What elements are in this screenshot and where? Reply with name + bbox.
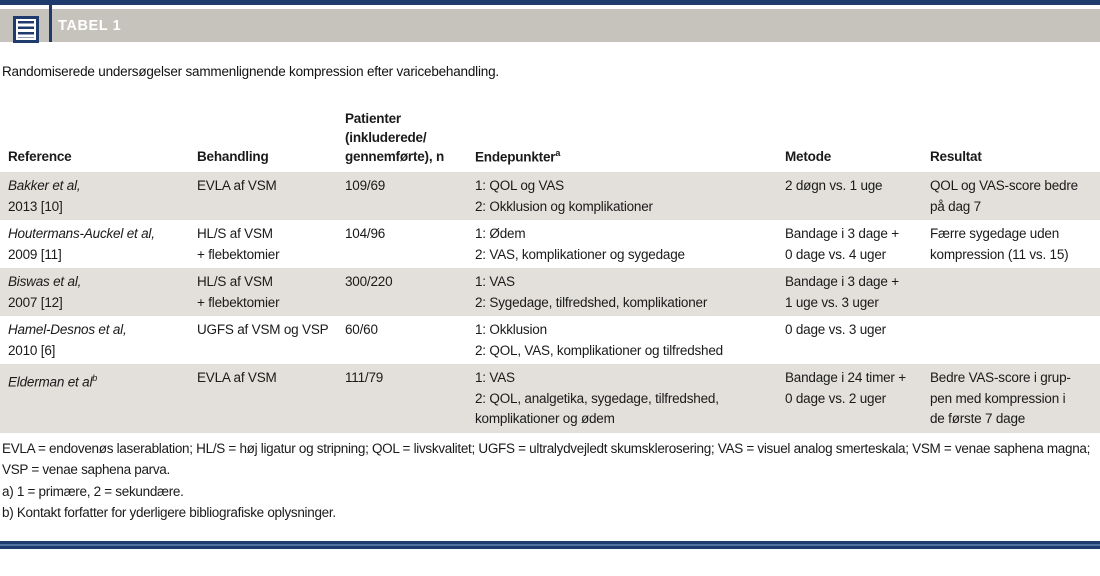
- col-header-reference: Reference: [8, 149, 72, 164]
- cell-reference: Hamel-Desnos et al, 2010 [6]: [8, 322, 127, 358]
- cell-metode: 2 døgn vs. 1 uge: [785, 178, 883, 193]
- cell-endepunkter: 1: Ødem 2: VAS, komplikationer og sygedag…: [475, 226, 685, 262]
- cell-resultat: QOL og VAS-score bedre på dag 7: [930, 178, 1078, 214]
- col-header-endepunkter-sup: a: [555, 147, 561, 158]
- cell-patienter: 104/96: [345, 226, 386, 241]
- cell-patienter: 109/69: [345, 178, 386, 193]
- table-masthead: TABEL 1: [0, 0, 1100, 43]
- footnotes: EVLA = endovenøs laserablation; HL/S = h…: [2, 438, 1100, 524]
- table-icon: [13, 16, 39, 43]
- cell-reference: Elderman et alb: [8, 373, 98, 390]
- top-rule: [0, 0, 1100, 5]
- cell-endepunkter: 1: QOL og VAS 2: Okklusion og komplikatio…: [475, 178, 653, 214]
- footnote-abbreviations: EVLA = endovenøs laserablation; HL/S = h…: [2, 440, 1091, 478]
- footnote-b: b) Kontakt forfatter for yderligere bibl…: [2, 505, 336, 520]
- cell-behandling: EVLA af VSM: [197, 370, 277, 385]
- col-header-patienter-line: (inkluderede/: [345, 130, 427, 145]
- cell-resultat: [930, 272, 1100, 313]
- cell-endepunkter: 1: VAS 2: Sygedage, tilfredshed, komplika…: [475, 274, 708, 310]
- col-header-patienter-line: Patienter: [345, 111, 401, 126]
- cell-metode: Bandage i 3 dage +1 uge vs. 3 uger: [785, 274, 899, 310]
- cell-reference: Houtermans-Auckel et al, 2009 [11]: [8, 226, 155, 262]
- title-bar-separator: [49, 0, 52, 42]
- cell-reference: Bakker et al, 2013 [10]: [8, 178, 81, 214]
- table-title-bar: TABEL 1: [0, 9, 1100, 42]
- col-header-metode: Metode: [785, 149, 832, 164]
- table-row: Bakker et al, 2013 [10] EVLA af VSM 109/6…: [0, 172, 1100, 220]
- table-label: TABEL 1: [58, 17, 122, 34]
- footnote-a: a) 1 = primære, 2 = sekundære.: [2, 483, 184, 499]
- col-header-patienter: Patienter (inkluderede/ gennemførte), n: [345, 109, 475, 166]
- cell-behandling: EVLA af VSM: [197, 178, 277, 193]
- col-header-endepunkter: Endepunktera: [475, 144, 785, 167]
- cell-metode: 0 dage vs. 3 uger: [785, 322, 886, 337]
- cell-behandling: HL/S af VSM + flebektomier: [197, 226, 280, 262]
- cell-endepunkter: 1: VAS 2: QOL, analgetika, sygedage, tilf…: [475, 370, 719, 426]
- bottom-rule: [0, 540, 1100, 549]
- table-caption: Randomiserede undersøgelser sammenlignen…: [2, 64, 499, 79]
- cell-resultat: Bedre VAS-score i grup-pen med kompressi…: [930, 370, 1071, 426]
- table-body: Bakker et al, 2013 [10] EVLA af VSM 109/6…: [0, 172, 1100, 433]
- col-header-resultat: Resultat: [930, 149, 982, 164]
- table-row: Hamel-Desnos et al, 2010 [6] UGFS af VSM …: [0, 316, 1100, 364]
- col-header-behandling: Behandling: [197, 149, 269, 164]
- table-row: Houtermans-Auckel et al, 2009 [11] HL/S a…: [0, 220, 1100, 268]
- col-header-patienter-line: gennemførte), n: [345, 149, 445, 164]
- table-header-row: Reference Behandling Patienter (inkluder…: [0, 81, 1100, 172]
- table-row: Elderman et alb EVLA af VSM 111/79 1: VA…: [0, 364, 1100, 433]
- cell-endepunkter: 1: Okklusion 2: QOL, VAS, komplikationer …: [475, 322, 723, 358]
- cell-metode: Bandage i 3 dage +0 dage vs. 4 uger: [785, 226, 899, 262]
- cell-patienter: 60/60: [345, 322, 378, 337]
- cell-resultat: Færre sygedage uden kompression (11 vs. 1…: [930, 226, 1069, 262]
- cell-patienter: 300/220: [345, 274, 393, 289]
- table-icon-lines: [18, 21, 34, 38]
- cell-resultat: [930, 320, 1100, 361]
- cell-metode: Bandage i 24 timer +0 dage vs. 2 uger: [785, 370, 906, 406]
- cell-reference: Biswas et al, 2007 [12]: [8, 274, 82, 310]
- cell-behandling: HL/S af VSM + flebektomier: [197, 274, 280, 310]
- cell-behandling: UGFS af VSM og VSP: [197, 322, 329, 337]
- col-header-endepunkter-label: Endepunkter: [475, 149, 556, 164]
- cell-patienter: 111/79: [345, 370, 384, 385]
- table-row: Biswas et al, 2007 [12] HL/S af VSM + fleb…: [0, 268, 1100, 316]
